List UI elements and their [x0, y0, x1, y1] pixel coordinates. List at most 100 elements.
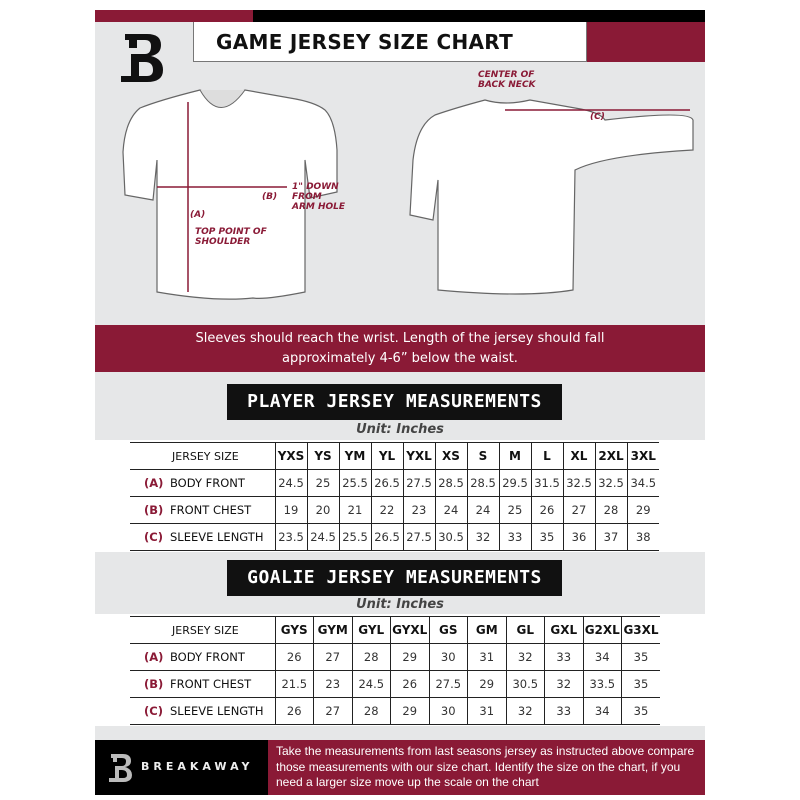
row-letter: (C) [144, 704, 163, 718]
table-cell: 24.5 [306, 523, 339, 551]
size-header: GS [428, 616, 468, 644]
front-jersey-diagram [122, 89, 338, 300]
player-size-table: JERSEY SIZE YXS YS YM YL YXL XS S M L XL 2XL 3XL (A) B… [130, 442, 659, 551]
player-section-title: PLAYER JERSEY MEASUREMENTS [227, 384, 562, 420]
size-header: GYL [351, 616, 391, 644]
table-cell: 24.5 [274, 469, 307, 497]
label-c: (C) [590, 112, 605, 122]
table-cell: 27.5 [428, 670, 468, 698]
goalie-table-wrap: JERSEY SIZE GYS GYM GYL GYXL GS GM GL GXL G2XL G3X… [95, 614, 705, 726]
table-cell: 32 [505, 643, 545, 671]
table-cell: 33 [498, 523, 531, 551]
table-cell: 26 [390, 670, 429, 698]
row-letter: (C) [144, 530, 163, 544]
table-cell: 35 [621, 697, 660, 725]
table-cell: 24 [466, 496, 499, 524]
arm-hole-note: 1" DOWN FROM ARM HOLE [292, 182, 346, 212]
breakaway-logo-small [109, 754, 132, 782]
back-neck-note: CENTER OF BACK NECK [478, 70, 536, 90]
title-accent-box [587, 22, 705, 62]
header-row: JERSEY SIZE YXS YS YM YL YXL XS S M L XL 2XL 3XL [130, 442, 659, 470]
row-name: SLEEVE LENGTH [170, 704, 264, 718]
table-cell: 32.5 [562, 469, 595, 497]
fit-banner-text: Sleeves should reach the wrist. Length o… [195, 331, 605, 366]
table-cell: 27 [562, 496, 595, 524]
table-cell: 35 [530, 523, 563, 551]
back-jersey-diagram [409, 99, 694, 295]
row-name: FRONT CHEST [170, 677, 252, 691]
goalie-section-title: GOALIE JERSEY MEASUREMENTS [227, 560, 562, 596]
size-header: GYXL [390, 616, 429, 644]
table-cell: 19 [274, 496, 307, 524]
table-cell: 26 [530, 496, 563, 524]
table-cell: 36 [562, 523, 595, 551]
table-cell: 29.5 [498, 469, 531, 497]
table-cell: 24 [434, 496, 467, 524]
table-row: (C) SLEEVE LENGTH 23.5 24.5 25.5 26.5 27.5 30.5… [130, 523, 659, 551]
table-cell: 34 [582, 697, 622, 725]
row-letter: (A) [144, 476, 164, 490]
jersey-size-label: JERSEY SIZE [172, 449, 239, 463]
table-cell: 33 [544, 643, 583, 671]
table-cell: 28 [351, 697, 391, 725]
goalie-size-table: JERSEY SIZE GYS GYM GYL GYXL GS GM GL GXL G2XL G3X… [130, 616, 660, 725]
size-header: GXL [544, 616, 583, 644]
table-cell: 33 [544, 697, 583, 725]
table-cell: 31.5 [530, 469, 563, 497]
table-cell: 28 [351, 643, 391, 671]
row-label: (A) BODY FRONT [130, 644, 275, 671]
table-cell: 26 [274, 643, 314, 671]
table-row: (A) BODY FRONT 24.5 25 25.5 26.5 27.5 28.5 28.5 2… [130, 469, 659, 497]
row-name: BODY FRONT [170, 650, 245, 664]
size-header: 2XL [594, 442, 627, 470]
row-label: (C) SLEEVE LENGTH [130, 524, 275, 551]
row-letter: (A) [144, 650, 164, 664]
table-row: (A) BODY FRONT 26 27 28 29 30 31 32 33 34 35 [130, 643, 660, 671]
table-cell: 27.5 [402, 523, 435, 551]
table-cell: 24.5 [351, 670, 391, 698]
size-header: M [498, 442, 531, 470]
table-cell: 20 [306, 496, 339, 524]
size-header: GYS [274, 616, 314, 644]
row-label: (B) FRONT CHEST [130, 497, 275, 524]
footer-instructions: Take the measurements from last seasons … [268, 740, 705, 795]
table-cell: 23 [402, 496, 435, 524]
table-cell: 21.5 [274, 670, 314, 698]
table-cell: 34.5 [626, 469, 659, 497]
size-chart-page: GAME JERSEY SIZE CHART (A) TOP POINT OF … [95, 10, 705, 795]
table-cell: 30 [428, 643, 468, 671]
table-cell: 28.5 [434, 469, 467, 497]
table-cell: 22 [370, 496, 403, 524]
table-row: (B) FRONT CHEST 19 20 21 22 23 24 24 25 26 27 28 29 [130, 496, 659, 524]
brand-name: BREAKAWAY [141, 760, 254, 773]
goalie-unit: Unit: Inches [356, 597, 444, 612]
table-cell: 31 [467, 697, 506, 725]
table-cell: 25 [498, 496, 531, 524]
table-cell: 34 [582, 643, 622, 671]
table-cell: 29 [626, 496, 659, 524]
table-cell: 31 [467, 643, 506, 671]
row-name: SLEEVE LENGTH [170, 530, 264, 544]
table-cell: 27 [313, 643, 352, 671]
player-unit: Unit: Inches [356, 422, 444, 437]
size-header: G2XL [582, 616, 622, 644]
table-cell: 23 [313, 670, 352, 698]
row-letter: (B) [144, 503, 164, 517]
table-cell: 29 [467, 670, 506, 698]
label-a: (A) [190, 210, 206, 220]
table-row: (C) SLEEVE LENGTH 26 27 28 29 30 31 32 33 34 35 [130, 697, 660, 725]
table-cell: 26.5 [370, 469, 403, 497]
size-header: YXL [402, 442, 435, 470]
breakaway-logo [121, 34, 163, 82]
table-cell: 35 [621, 643, 660, 671]
size-header: YS [306, 442, 339, 470]
size-header: XL [562, 442, 595, 470]
size-header: GYM [313, 616, 352, 644]
table-cell: 25.5 [338, 469, 371, 497]
page-title: GAME JERSEY SIZE CHART [216, 30, 514, 54]
player-table-wrap: JERSEY SIZE YXS YS YM YL YXL XS S M L XL 2XL 3XL (A) B… [95, 440, 705, 552]
table-cell: 27.5 [402, 469, 435, 497]
size-header: YXS [274, 442, 307, 470]
table-cell: 25 [306, 469, 339, 497]
table-cell: 28 [594, 496, 627, 524]
